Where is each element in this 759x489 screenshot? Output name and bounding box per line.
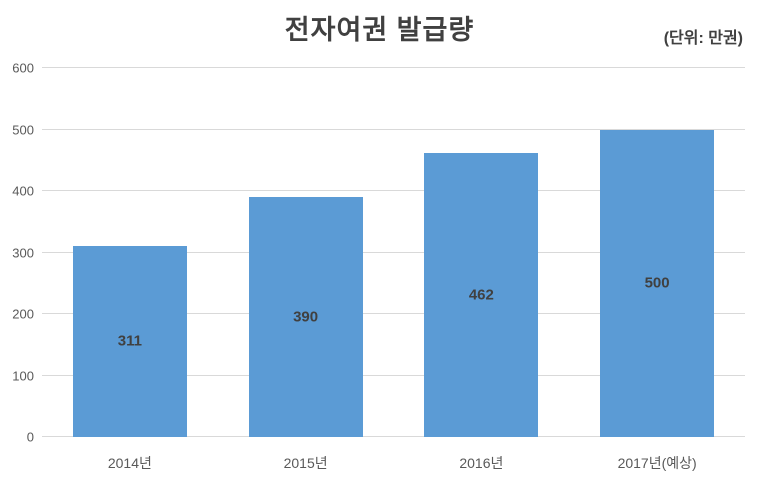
gridline xyxy=(42,251,745,253)
bar: 500 xyxy=(600,129,715,437)
bar-value-label: 311 xyxy=(117,332,142,350)
gridline xyxy=(42,374,745,376)
unit-label: (단위: 만권) xyxy=(663,30,743,47)
gridline xyxy=(42,190,745,191)
x-tick-label: 2016년 xyxy=(459,455,504,471)
bar: 462 xyxy=(424,152,539,437)
y-axis: 0 100 200 300 400 500 600 xyxy=(0,61,34,445)
bar-value-label: 390 xyxy=(293,308,319,326)
bars: 311 390 462 500 xyxy=(42,68,745,437)
y-tick-label: 600 xyxy=(12,60,34,76)
x-axis: 2014년 2015년 2016년 2017년(예상) xyxy=(42,453,745,475)
x-tick-label: 2015년 xyxy=(283,455,328,471)
gridline xyxy=(42,128,745,130)
plot-area: 311 390 462 500 xyxy=(42,67,745,437)
gridline xyxy=(42,436,745,437)
bar-value-label: 500 xyxy=(644,274,670,292)
y-tick-label: 200 xyxy=(12,306,34,322)
x-tick-label: 2014년 xyxy=(107,455,152,471)
y-tick-label: 300 xyxy=(12,245,34,260)
gridlines xyxy=(42,67,745,437)
chart-title: 전자여권 발급량 xyxy=(284,15,475,45)
gridline xyxy=(42,67,745,68)
bar-slot: 390 xyxy=(218,68,394,437)
y-tick-label: 500 xyxy=(12,122,34,137)
y-tick-label: 0 xyxy=(26,429,34,445)
bar-value-label: 462 xyxy=(468,286,494,304)
bar: 311 xyxy=(72,245,187,437)
y-tick-label: 100 xyxy=(12,368,34,383)
bar: 390 xyxy=(248,197,363,437)
bar-slot: 311 xyxy=(42,68,218,437)
x-tick-label: 2017년(예상) xyxy=(617,455,697,471)
bar-slot: 462 xyxy=(394,68,570,437)
y-tick-label: 400 xyxy=(12,183,34,199)
gridline xyxy=(42,313,745,314)
bar-slot: 500 xyxy=(569,68,745,437)
